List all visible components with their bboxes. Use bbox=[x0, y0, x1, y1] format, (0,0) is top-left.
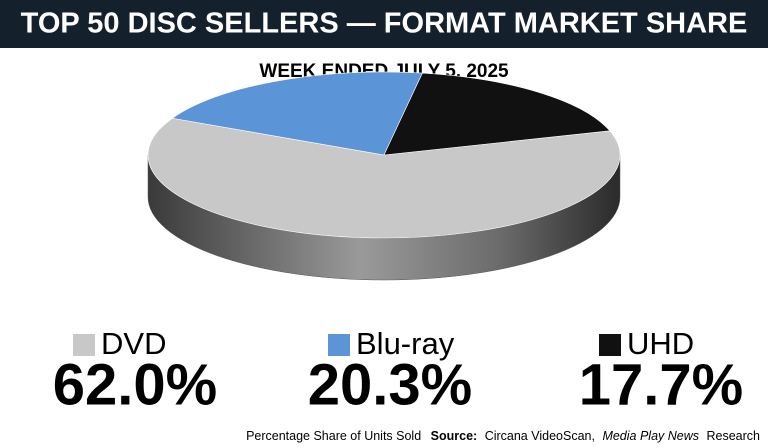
source-text: Circana VideoScan, bbox=[485, 429, 595, 443]
source-text: Research bbox=[707, 429, 761, 443]
footer: Percentage Share of Units Sold Source: C… bbox=[246, 429, 760, 443]
value-label: 17.7% bbox=[579, 352, 743, 417]
legend-swatch bbox=[599, 334, 621, 356]
legend-swatch bbox=[73, 334, 95, 356]
slice bbox=[147, 117, 621, 239]
chart-title: TOP 50 DISC SELLERS — FORMAT MARKET SHAR… bbox=[21, 8, 748, 40]
pie bbox=[147, 71, 621, 281]
value-label: 20.3% bbox=[308, 352, 472, 417]
source-text: Media Play News bbox=[602, 429, 699, 443]
slice bbox=[383, 72, 611, 156]
footnote: Percentage Share of Units Sold bbox=[246, 429, 421, 443]
slice bbox=[171, 71, 423, 156]
legend-label: UHD bbox=[627, 326, 694, 361]
legend-label: Blu-ray bbox=[356, 326, 455, 361]
value-label: 62.0% bbox=[53, 352, 217, 417]
legend-label: DVD bbox=[101, 326, 166, 361]
source-label: Source: bbox=[431, 429, 478, 443]
title-bar bbox=[0, 0, 768, 48]
legend-swatch bbox=[328, 334, 350, 356]
